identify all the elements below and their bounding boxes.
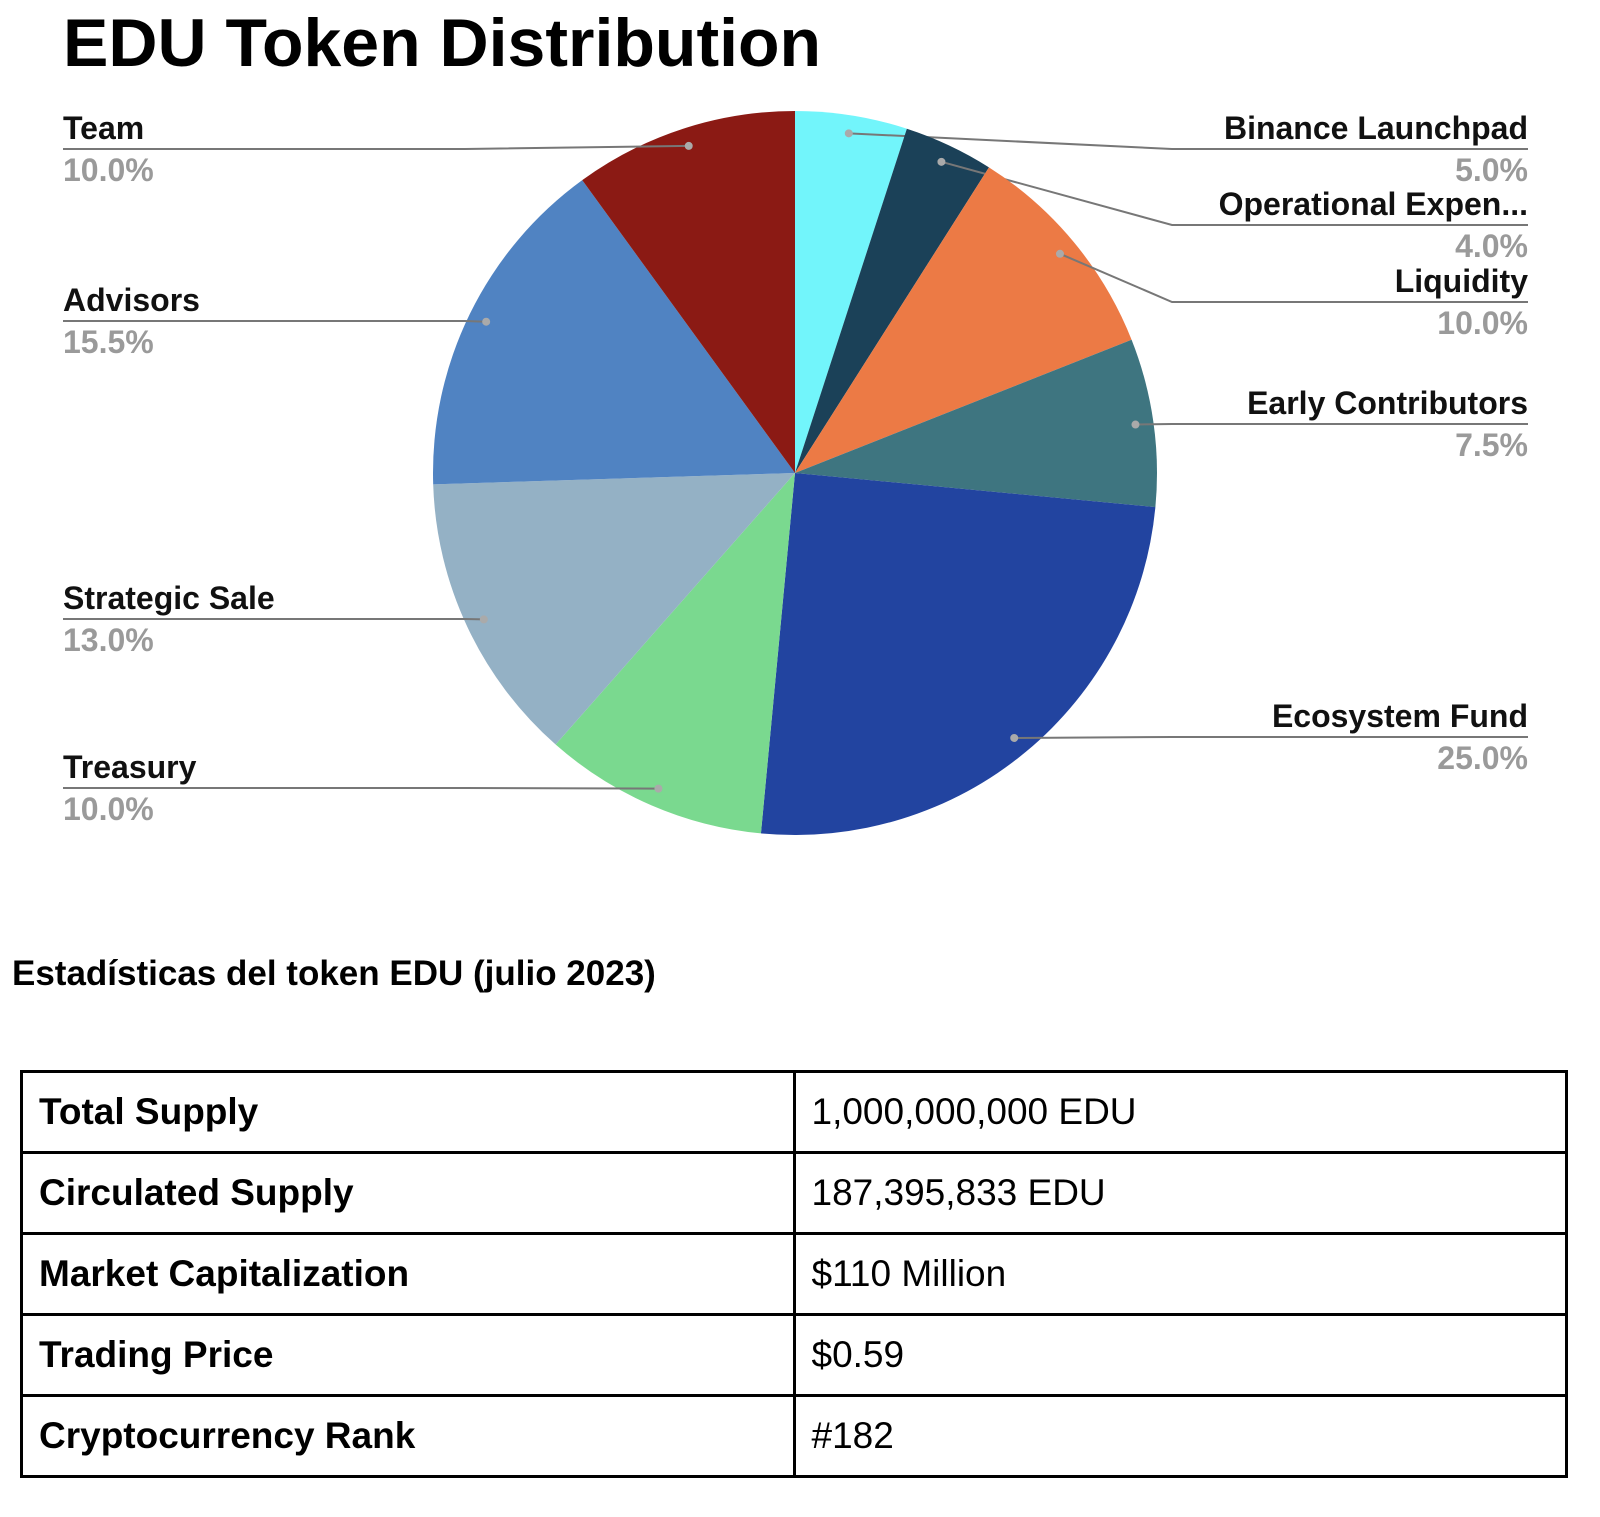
leader-line xyxy=(63,144,689,150)
stat-name: Market Capitalization xyxy=(20,1232,796,1316)
leader-dot xyxy=(684,141,693,150)
stats-row: Trading Price $0.59 xyxy=(20,1313,1568,1397)
leader-dot xyxy=(1010,733,1019,742)
stats-heading: Estadísticas del token EDU (julio 2023) xyxy=(12,954,656,993)
slice-label: Early Contributors xyxy=(1247,385,1528,421)
stats-row: Total Supply 1,000,000,000 EDU xyxy=(20,1070,1568,1154)
leader-line xyxy=(848,132,1528,150)
leader-line xyxy=(941,160,1528,226)
pie-slice xyxy=(555,473,795,834)
slice-value-label: 13.0% xyxy=(63,622,154,658)
slice-label: Strategic Sale xyxy=(63,580,275,616)
slice-value-label: 10.0% xyxy=(1437,305,1528,341)
leader-dot xyxy=(482,317,491,326)
leader-dot xyxy=(937,157,946,166)
stats-table: Total Supply 1,000,000,000 EDU Circulated … xyxy=(20,1070,1568,1478)
slice-label: Operational Expen... xyxy=(1219,186,1528,222)
stat-value: 187,395,833 EDU xyxy=(792,1151,1568,1235)
pie-slice xyxy=(795,339,1157,508)
pie-slice xyxy=(795,111,907,473)
leader-line xyxy=(1014,736,1528,739)
slice-value-label: 7.5% xyxy=(1455,427,1528,463)
pie-slice xyxy=(433,180,795,485)
stat-name: Circulated Supply xyxy=(20,1151,796,1235)
stat-value: $110 Million xyxy=(792,1232,1568,1316)
pie-slice xyxy=(582,111,795,473)
slice-value-label: 10.0% xyxy=(63,152,154,188)
slice-value-label: 10.0% xyxy=(63,791,154,827)
chart: EDU Token Distribution Binance Launchpad… xyxy=(63,5,1529,835)
stats-row: Circulated Supply 187,395,833 EDU xyxy=(20,1151,1568,1235)
leader-line xyxy=(1135,423,1528,426)
leader-dot xyxy=(1055,249,1064,258)
leader-dot xyxy=(479,615,488,624)
pie-slice xyxy=(795,128,989,474)
chart-title: EDU Token Distribution xyxy=(63,5,821,81)
stats-row: Market Capitalization $110 Million xyxy=(20,1232,1568,1316)
pie-slice xyxy=(795,167,1132,474)
leader-dot xyxy=(844,129,853,138)
leader-line xyxy=(1059,252,1528,303)
slice-label: Treasury xyxy=(63,749,197,785)
pie-slice xyxy=(433,473,795,745)
stat-value: 1,000,000,000 EDU xyxy=(792,1070,1568,1154)
pie-slice xyxy=(760,473,1156,835)
slice-label: Advisors xyxy=(63,282,200,318)
leader-dot xyxy=(654,784,663,793)
stat-value: $0.59 xyxy=(792,1313,1568,1397)
slice-value-label: 5.0% xyxy=(1455,152,1528,188)
slice-value-label: 25.0% xyxy=(1437,740,1528,776)
slice-value-label: 4.0% xyxy=(1455,228,1528,264)
slice-value-label: 15.5% xyxy=(63,324,154,360)
stat-value: #182 xyxy=(792,1394,1568,1478)
slice-label: Ecosystem Fund xyxy=(1272,698,1528,734)
slice-label: Liquidity xyxy=(1395,263,1529,299)
leader-dot xyxy=(1131,420,1140,429)
stat-name: Total Supply xyxy=(20,1070,796,1154)
slice-label: Team xyxy=(63,110,144,146)
leader-line xyxy=(63,320,487,323)
stat-name: Trading Price xyxy=(20,1313,796,1397)
slice-label: Binance Launchpad xyxy=(1224,110,1528,146)
leader-line xyxy=(63,787,659,790)
stats-row: Cryptocurrency Rank #182 xyxy=(20,1394,1568,1478)
stat-name: Cryptocurrency Rank xyxy=(20,1394,796,1478)
